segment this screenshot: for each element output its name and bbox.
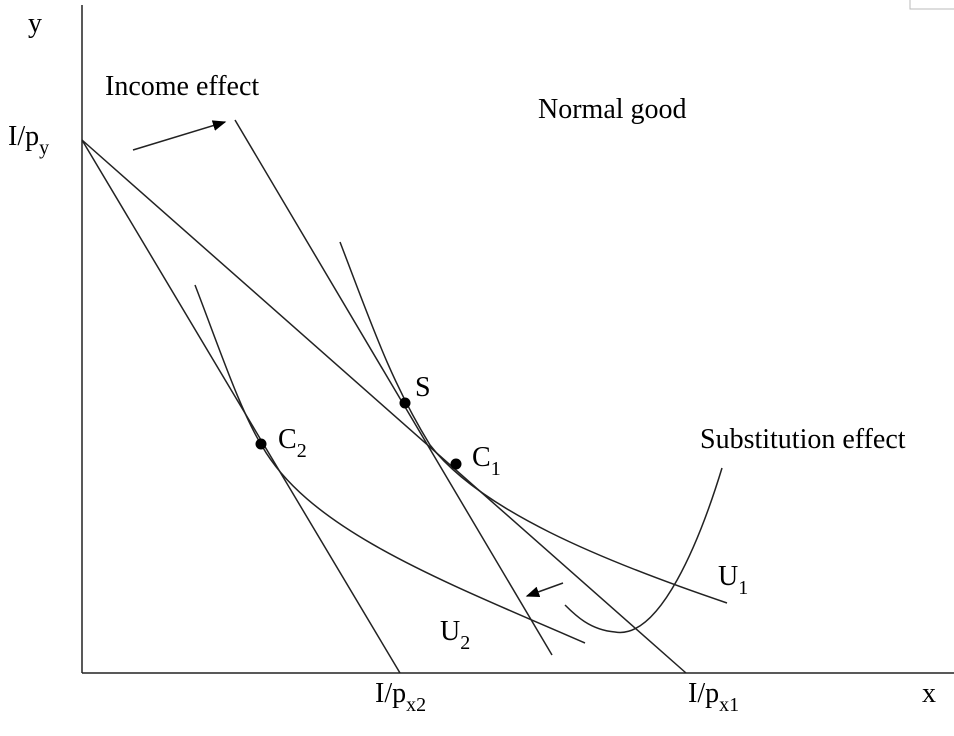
label-sub: y xyxy=(39,137,49,159)
budget-line-2 xyxy=(81,139,401,674)
budget-line-1 xyxy=(81,139,687,674)
point-label: S xyxy=(415,372,431,403)
point-c2 xyxy=(255,438,267,450)
income-effect-arrow xyxy=(132,120,227,151)
indifference-curve-u1 xyxy=(339,241,728,604)
compensated-budget-line xyxy=(234,119,553,656)
label-main: U xyxy=(440,616,460,647)
label-main: S xyxy=(415,372,431,403)
label-main: I/p xyxy=(8,121,39,152)
label-sub: 1 xyxy=(738,577,748,599)
substitution-effect-bracket xyxy=(564,467,723,634)
label-sub: 1 xyxy=(491,458,501,480)
point-c1 xyxy=(450,458,462,470)
intercept-label: I/px1 xyxy=(688,678,739,716)
curve-label: U2 xyxy=(440,616,470,654)
annotation: Income effect xyxy=(105,71,259,102)
indifference-curve-u2 xyxy=(194,284,586,644)
label-main: U xyxy=(718,561,738,592)
intercept-label: I/py xyxy=(8,121,49,159)
x-axis-label: x xyxy=(922,678,936,709)
point-s xyxy=(399,397,411,409)
curve-label: U1 xyxy=(718,561,748,599)
point-label: C1 xyxy=(472,442,501,480)
intercept-label: I/px2 xyxy=(375,678,426,716)
label-sub: 2 xyxy=(297,440,307,462)
label-main: C xyxy=(472,442,491,473)
substitution-effect-arrow xyxy=(525,582,564,597)
point-label: C2 xyxy=(278,424,307,462)
corner-box xyxy=(909,0,954,10)
label-sub: x2 xyxy=(406,694,426,716)
y-axis-label: y xyxy=(28,8,42,39)
annotation: Substitution effect xyxy=(700,424,906,455)
label-sub: x1 xyxy=(719,694,739,716)
label-main: I/p xyxy=(688,678,719,709)
annotation: Normal good xyxy=(538,94,687,125)
label-main: I/p xyxy=(375,678,406,709)
label-main: C xyxy=(278,424,297,455)
label-sub: 2 xyxy=(460,632,470,654)
